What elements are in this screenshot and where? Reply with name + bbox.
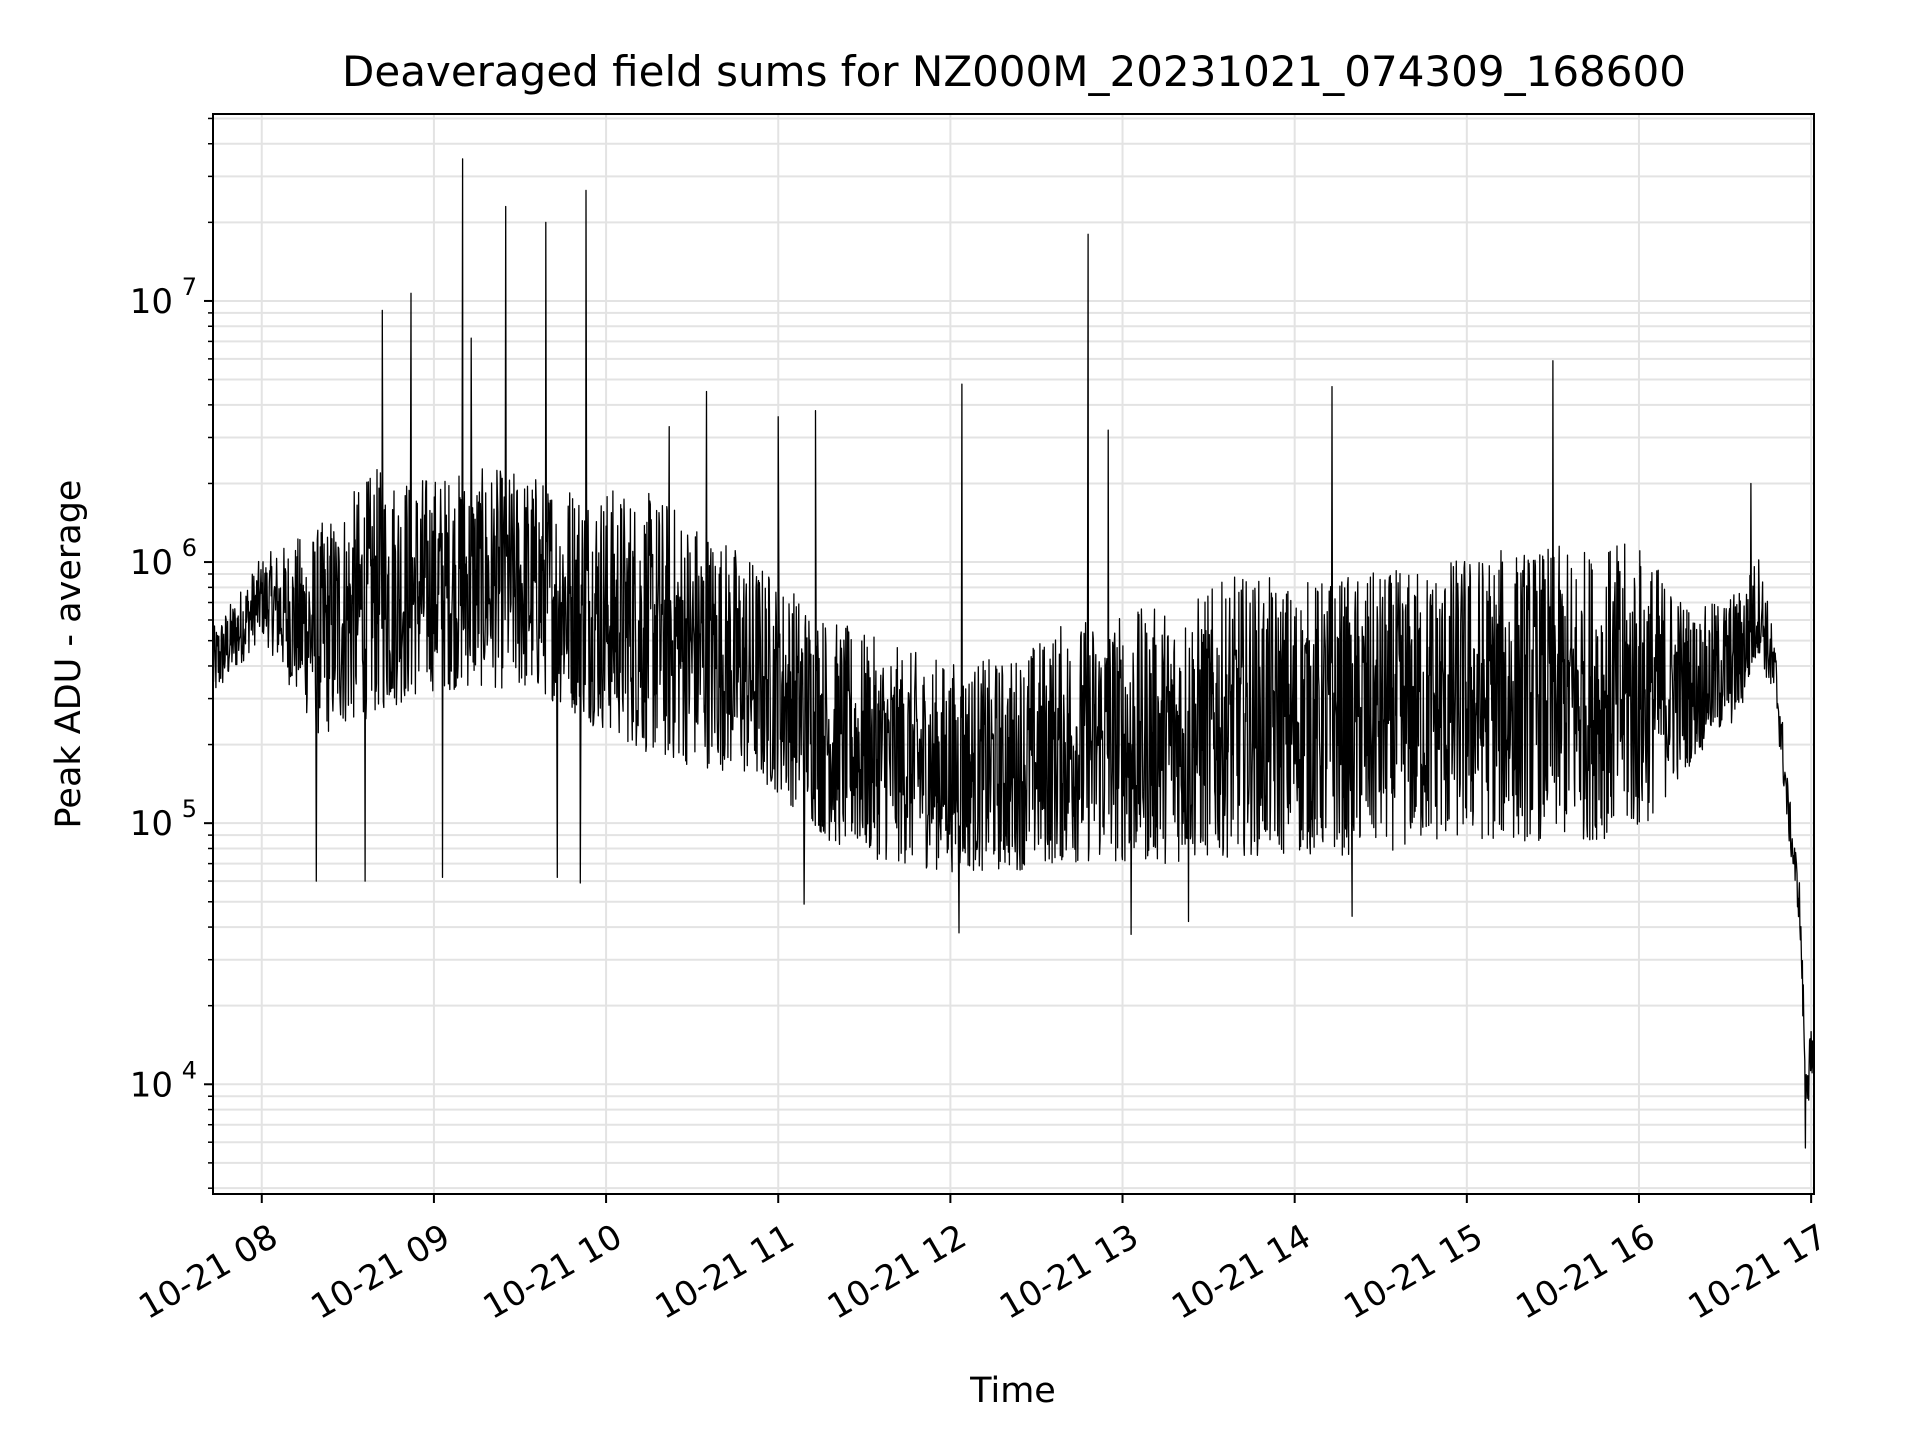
y-tick-exponent: 7 xyxy=(182,273,197,301)
y-tick-label: 10 xyxy=(130,282,173,322)
y-tick-label: 10 xyxy=(130,1065,173,1105)
series-line xyxy=(213,158,1814,1149)
plot-area xyxy=(213,158,1814,1149)
grid xyxy=(213,114,1814,1194)
chart-title: Deaveraged field sums for NZ000M_2023102… xyxy=(342,47,1686,96)
y-tick-label: 10 xyxy=(130,804,173,844)
y-axis-label: Peak ADU - average xyxy=(49,480,89,829)
x-axis-label: Time xyxy=(969,1371,1056,1411)
plot-frame xyxy=(212,113,1815,1195)
y-tick-exponent: 4 xyxy=(182,1056,197,1084)
y-tick-exponent: 5 xyxy=(182,795,197,823)
y-tick-exponent: 6 xyxy=(182,534,197,562)
y-axis: 10 4 10 5 10 6 10 7 xyxy=(130,117,213,1189)
y-tick-label: 10 xyxy=(130,543,173,583)
